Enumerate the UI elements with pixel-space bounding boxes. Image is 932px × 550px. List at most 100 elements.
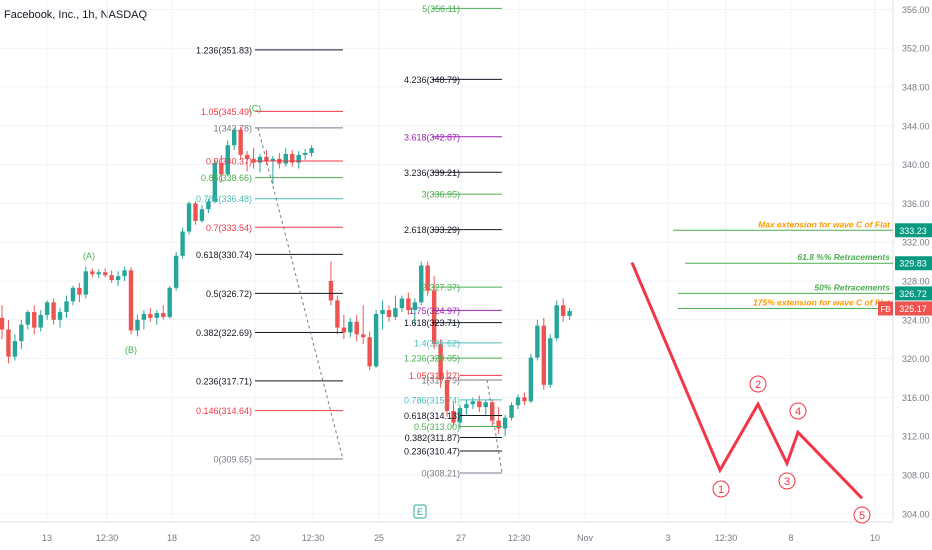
fib-level-label: 0.9(340.37) [206,157,252,167]
candle-body [283,153,288,164]
candle-body [173,255,179,288]
fib-level-label: 1.05(345.49) [201,107,252,117]
candle-body [464,404,469,409]
candle-body [64,301,69,313]
candle-body [51,302,56,320]
price-badge-label: 333.23 [899,226,927,236]
candle-body [257,156,263,163]
candle-body [161,313,166,317]
price-tick-label: 304.00 [902,509,930,519]
fib-level-label: 0.618(330.74) [196,250,252,260]
fib-retracement-label: 0.5(313.00) [414,422,460,432]
time-tick-label: 10 [870,533,880,543]
candle-body [431,290,437,345]
fib-extension-label: 3(336.95) [421,190,460,200]
fib-extension-label: 3.236(339.21) [404,168,460,178]
wave-label: (A) [83,251,95,261]
time-tick-label: 13 [42,533,52,543]
candle-body [154,313,159,318]
fib-extension-label: 1.4(321.62) [414,338,460,348]
fib-retracement-label: 1.05(318.27) [409,371,460,381]
time-tick-label: Nov [577,533,594,543]
candle-body [419,265,424,303]
candle-body [457,408,463,423]
fib-extension-label: 1.618(323.71) [404,318,460,328]
candle-body [528,357,534,402]
candle-body [238,129,243,155]
current-price-badge [895,301,932,316]
candle-body [122,270,127,277]
candle-body [335,300,340,328]
candle-body [302,152,308,155]
candle-body [451,410,456,423]
price-badge-label: 326.72 [899,289,927,299]
candle-body [96,272,101,275]
candle-body [225,145,230,175]
candle-body [367,337,372,367]
candle-body [373,313,379,367]
trend-line [257,127,344,460]
candle-body [103,272,108,276]
candle-body [354,321,359,335]
price-tick-label: 352.00 [902,44,930,54]
price-tick-label: 328.00 [902,277,930,287]
fib-level-label: 0.146(314.64) [196,406,252,416]
time-tick-label: 25 [374,533,384,543]
candle-body [83,271,89,295]
candle-body [470,401,476,405]
candle-body [393,308,398,317]
candle-body [341,327,347,333]
fib-retracement-label: 0.618(314.13) [404,411,460,421]
fib-level-label: 0.236(317.71) [196,376,252,386]
candle-body [264,156,269,161]
candle-body [180,231,185,256]
candle-body [554,305,559,339]
fib-retracement-label: 1(317.79) [421,376,460,386]
candle-body [399,298,405,309]
price-badge [895,256,932,271]
time-tick-label: 12:30 [715,533,738,543]
annotation-label: 50% Retracements [814,282,890,292]
chart-title: Facebook, Inc., 1h, NASDAQ [4,9,148,21]
price-tick-label: 324.00 [902,315,930,325]
candle-body [115,276,121,281]
candle-body [425,265,430,291]
price-badge [895,223,932,238]
wave-count-label: 4 [795,406,801,418]
candle-body [193,203,198,221]
candle-body [135,319,140,331]
wave-count-label: 3 [784,476,790,488]
price-tick-label: 308.00 [902,471,930,481]
candle-body [535,325,540,358]
candle-body [548,338,553,385]
fib-extension-label: 1.75(324.97) [409,306,460,316]
candle-body [109,275,114,281]
candle-body [380,310,385,314]
candle-body [496,420,501,429]
time-tick-label: 12:30 [508,533,531,543]
candle-body [141,313,147,320]
candle-body [348,321,353,333]
candle-body [560,305,566,316]
wave-count-circle [749,375,767,393]
price-tick-label: 316.00 [902,393,930,403]
current-price-badge-label: 325.17 [899,304,927,314]
fib-extension-label: 3.618(342.87) [404,132,460,142]
candle-body [70,287,76,302]
candle-body [251,158,256,163]
candle-body [19,324,24,342]
time-tick-label: 27 [456,533,466,543]
candle-body [199,209,205,221]
candle-body [477,401,482,408]
fib-level-label: 0.7(333.54) [206,223,252,233]
candle-body [361,334,366,338]
candle-body [541,325,546,385]
wave-count-circle [778,472,796,490]
time-tick-label: 8 [788,533,793,543]
candle-body [309,148,314,153]
price-tick-label: 344.00 [902,121,930,131]
fib-extension-label: 2(327.37) [421,283,460,293]
earnings-marker-label: E [417,507,423,517]
symbol-badge [878,301,893,316]
